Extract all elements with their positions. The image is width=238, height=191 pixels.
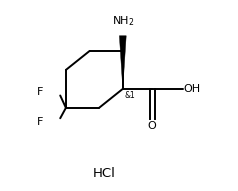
Text: OH: OH: [183, 84, 201, 94]
Polygon shape: [119, 36, 126, 89]
Text: NH$_2$: NH$_2$: [112, 14, 134, 28]
Text: F: F: [37, 87, 44, 97]
Text: O: O: [148, 121, 157, 131]
Text: HCl: HCl: [92, 167, 115, 180]
Text: &1: &1: [124, 91, 135, 100]
Text: F: F: [37, 117, 44, 127]
